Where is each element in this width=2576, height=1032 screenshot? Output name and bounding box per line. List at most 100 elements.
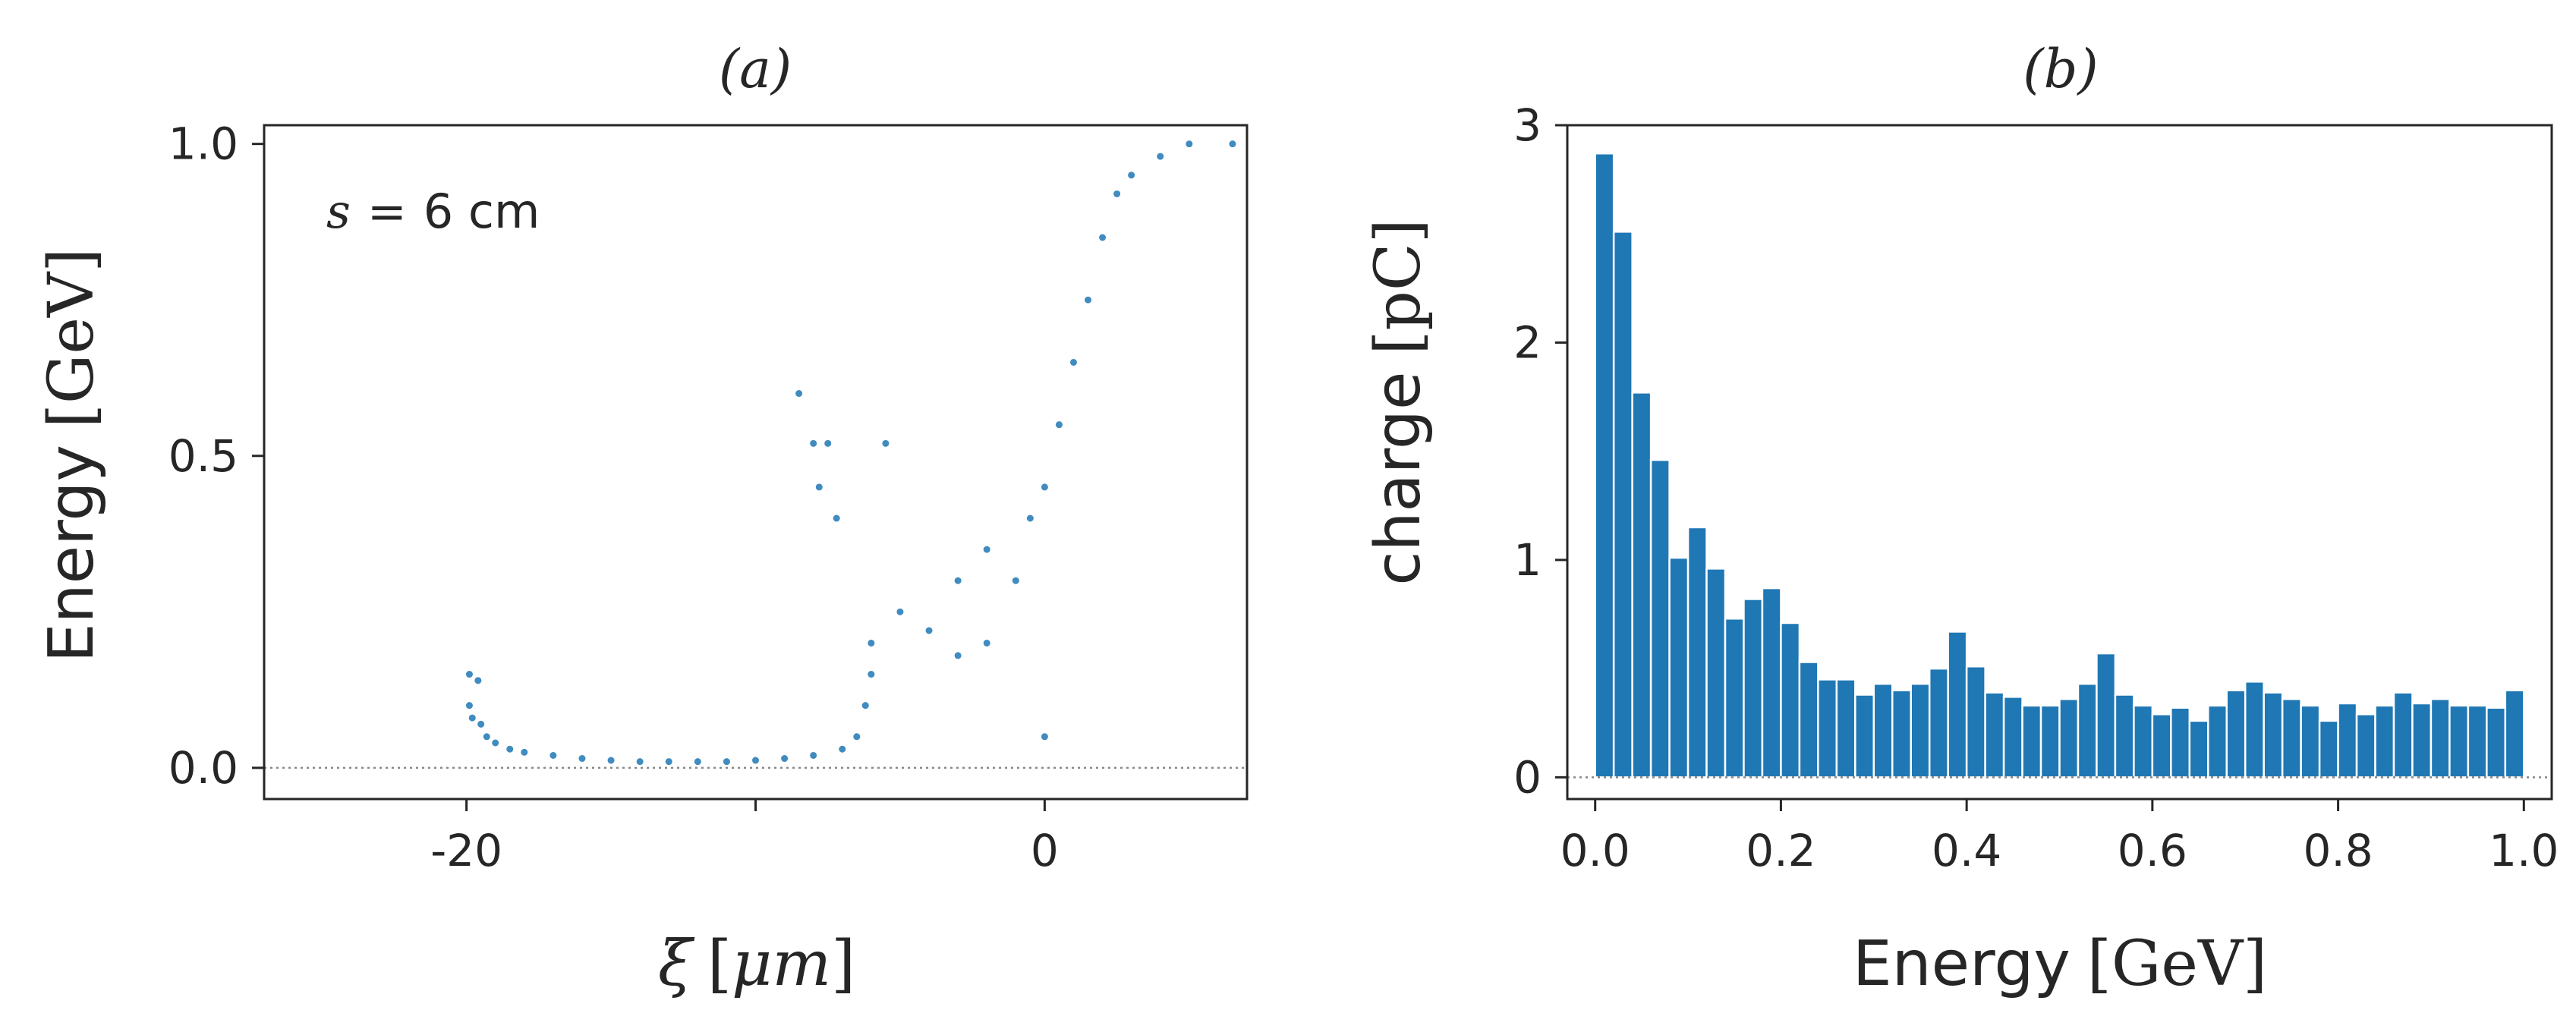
data-point — [636, 758, 644, 766]
histogram-bar — [1984, 691, 2005, 779]
panel-a-x-tick-label: 0 — [1031, 825, 1059, 876]
histogram-bar — [1854, 694, 1875, 779]
data-point — [868, 671, 875, 678]
data-point — [578, 755, 586, 763]
histogram-bar — [1872, 682, 1894, 779]
y-axis-unit: [pC] — [1362, 219, 1434, 354]
data-point — [1041, 733, 1048, 741]
data-point — [853, 733, 861, 741]
histogram-bar — [2486, 706, 2507, 779]
x-axis-text: Energy — [1853, 928, 2071, 1000]
data-point — [954, 652, 962, 659]
data-point — [468, 714, 476, 722]
histogram-bar — [1910, 682, 1931, 779]
panel-a-y-tick-label: 0.0 — [168, 742, 238, 794]
data-point — [1099, 234, 1107, 241]
data-point — [810, 439, 817, 447]
panel-b-x-tick-label: 0.2 — [1746, 825, 1815, 876]
histogram-bar — [1780, 621, 1801, 779]
histogram-bar — [2467, 704, 2488, 779]
panel-b-histogram: (b) 0.0 0.2 0.4 0.6 0.8 1.0 0 1 2 3 Energy [GeV] c… — [1362, 38, 2559, 1000]
panel-b-y-axis-label: charge [pC] — [1362, 219, 1434, 585]
histogram-bar — [1612, 231, 1633, 779]
panel-a-ticks: -20 0 0.0 0.5 1.0 — [168, 118, 1059, 876]
data-point — [824, 439, 832, 447]
histogram-bar — [1835, 678, 1856, 779]
panel-a-y-axis-label: Energy [GeV] — [36, 248, 108, 662]
histogram-bar — [2151, 713, 2172, 779]
histogram-bar — [2337, 702, 2358, 779]
panel-a-x-axis-label: ξ [μm] — [658, 928, 855, 1000]
data-point — [506, 745, 514, 753]
histogram-bar — [1928, 667, 1949, 779]
histogram-bar — [2039, 704, 2061, 779]
panel-b-axes-frame — [1566, 124, 2553, 801]
data-point — [492, 739, 499, 747]
y-axis-unit: [GeV] — [36, 248, 108, 428]
panel-b-y-tick-label: 1 — [1513, 534, 1542, 586]
panel-b-y-tick-label: 3 — [1513, 99, 1542, 151]
histogram-bar — [2263, 691, 2284, 779]
data-point — [694, 758, 701, 766]
panel-a-y-tick-label: 1.0 — [168, 118, 238, 170]
histogram-bar — [2374, 704, 2395, 779]
histogram-bar — [2170, 706, 2191, 779]
data-point — [1085, 296, 1092, 304]
histogram-bar — [2188, 719, 2209, 779]
data-point — [833, 514, 840, 522]
panel-a-points — [465, 140, 1236, 766]
data-point — [465, 702, 473, 710]
data-point — [815, 483, 823, 491]
data-point — [1229, 140, 1236, 148]
histogram-bar — [2021, 704, 2042, 779]
histogram-bar — [2225, 689, 2247, 779]
histogram-bar — [1761, 587, 1782, 779]
histogram-bar — [1668, 556, 1690, 779]
histogram-bar — [2430, 697, 2451, 779]
histogram-bar — [1594, 152, 1615, 779]
histogram-bar — [2392, 691, 2414, 779]
panel-a-scatter: (a) -20 0 0.0 0.5 1.0 s = 6 cm ξ [μm] Energy [Ge… — [36, 38, 1249, 1000]
histogram-bar — [1724, 617, 1745, 779]
panel-b-y-tick-label: 2 — [1513, 316, 1542, 368]
data-point — [810, 751, 817, 759]
data-point — [896, 608, 904, 615]
histogram-bar — [2133, 704, 2154, 779]
histogram-bar — [1965, 665, 1986, 779]
data-point — [723, 758, 730, 766]
data-point — [483, 733, 490, 741]
data-point — [954, 577, 962, 584]
annotation-value: 6 cm — [424, 184, 540, 239]
histogram-bar — [1631, 392, 1652, 779]
histogram-bar — [2077, 682, 2098, 779]
x-axis-unit: μm — [732, 928, 831, 1000]
data-point — [795, 390, 803, 398]
histogram-bar — [1817, 678, 1838, 779]
histogram-bar — [2300, 704, 2321, 779]
x-axis-unit-open: [ — [707, 928, 732, 1000]
data-point — [882, 439, 890, 447]
panel-b-x-tick-label: 1.0 — [2489, 825, 2559, 876]
data-point — [983, 546, 990, 553]
panel-a-y-tick-label: 0.5 — [168, 430, 238, 482]
histogram-bar — [2207, 704, 2228, 779]
histogram-bar — [1947, 631, 1968, 779]
data-point — [1186, 140, 1193, 148]
data-point — [521, 748, 528, 756]
histogram-bar — [2318, 719, 2339, 779]
histogram-bar — [1649, 458, 1671, 779]
histogram-bar — [1686, 526, 1708, 779]
data-point — [752, 757, 759, 764]
histogram-bar — [1891, 689, 1912, 779]
histogram-bar — [1798, 661, 1819, 779]
panel-b-x-tick-label: 0.6 — [2118, 825, 2187, 876]
data-point — [1012, 577, 1019, 584]
histogram-bar — [1705, 568, 1727, 779]
panel-b-ticks: 0.0 0.2 0.4 0.6 0.8 1.0 0 1 2 3 — [1513, 99, 2559, 876]
annotation-variable: s — [326, 184, 351, 239]
panel-a-x-tick-label: -20 — [430, 825, 502, 876]
x-axis-unit: [GeV] — [2087, 928, 2267, 1000]
histogram-bar — [2504, 689, 2525, 779]
histogram-bar — [1743, 598, 1764, 779]
